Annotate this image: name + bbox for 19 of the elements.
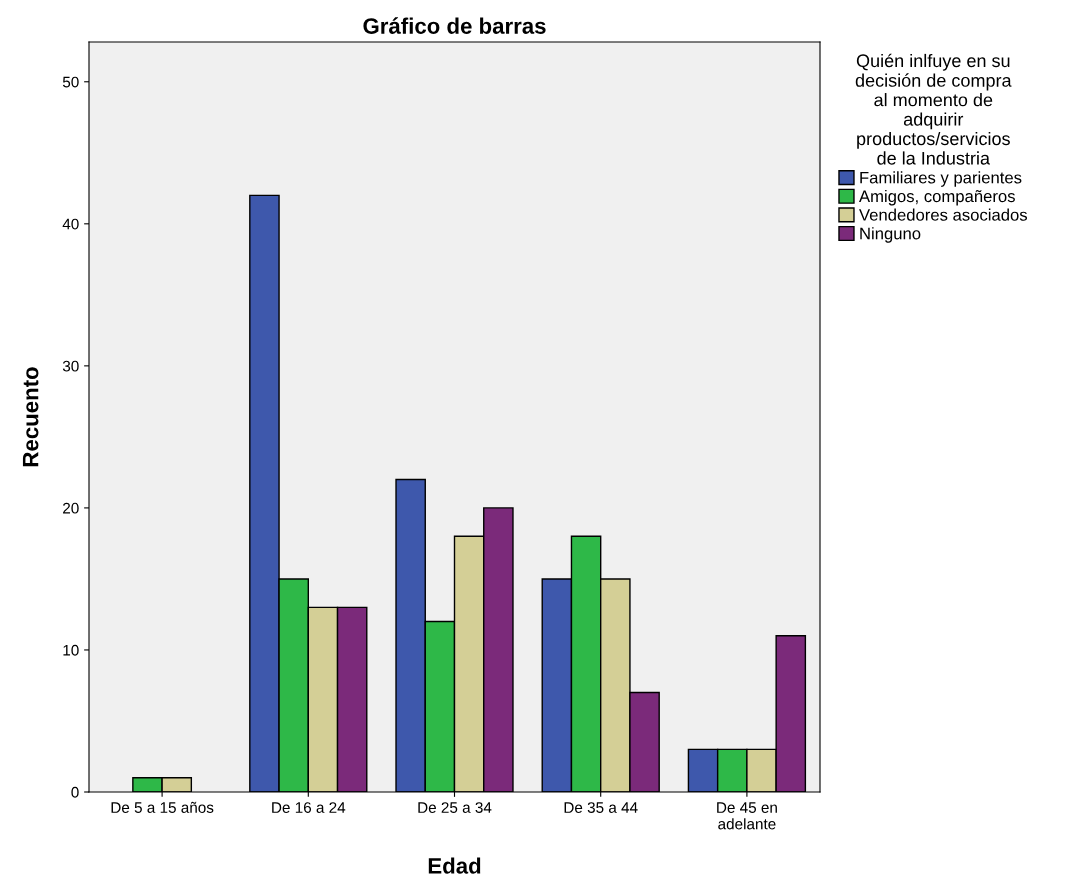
y-tick-label: 40 (62, 218, 79, 230)
x-axis-title: Edad (428, 857, 481, 874)
y-tick-label: 20 (63, 502, 79, 514)
chart-title: Gráfico de barras (363, 17, 546, 34)
legend-label: Amigos, compañeros (859, 189, 1015, 206)
x-tick-label: De 25 a 34 (418, 802, 492, 813)
legend-label: Vendedores asociados (859, 208, 1028, 221)
y-tick-label: 30 (62, 360, 79, 372)
x-tick-label: De 5 a 15 años (111, 801, 214, 813)
x-tick-label: De 16 a 24 (272, 802, 346, 813)
y-axis-title: Recuento (22, 367, 39, 467)
x-tick-label: De 45 en adelante (717, 802, 777, 830)
y-tick-label: 0 (71, 786, 79, 798)
x-tick-label: De 35 a 44 (564, 802, 638, 813)
y-tick-label: 10 (63, 644, 79, 656)
legend-label: Familiares y parientes (860, 171, 1022, 187)
y-tick-label: 50 (62, 76, 79, 88)
legend-label: Ninguno (860, 227, 921, 243)
legend-title: Quién inlfuye en su decisión de compra al momento de adquirir productos/servicios de la Industria (855, 53, 1012, 165)
